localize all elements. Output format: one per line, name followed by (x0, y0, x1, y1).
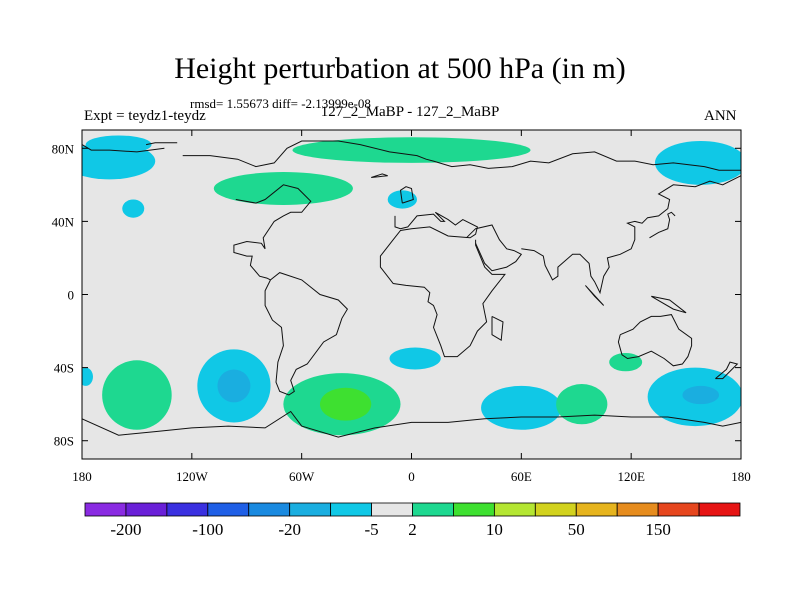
colorbar-label-3: -5 (364, 520, 378, 539)
experiment-label: Expt = teydz1-teydz (84, 108, 206, 124)
map-axes: 180 120W 60W 0 60E 120E 180 80N 40N 0 40S 80S (52, 130, 751, 484)
chart-title: Height perturbation at 500 hPa (in m) (174, 52, 626, 85)
perturbation-region-17 (682, 385, 720, 405)
colorbar-box-11 (534, 502, 577, 517)
case-label: 127_2_MaBP - 127_2_MaBP (320, 104, 500, 120)
colorbar-box-1 (125, 502, 168, 517)
y-tick-label-3: 40S (54, 361, 74, 376)
perturbation-region-15 (609, 352, 643, 372)
colorbar-box-2 (166, 502, 209, 517)
perturbation-region-11 (319, 387, 372, 421)
y-tick-label-4: 80S (54, 434, 74, 449)
colorbar-label-7: 150 (645, 520, 671, 539)
coastline-0 (82, 144, 165, 153)
colorbar: -200 -100 -20 -5 2 10 50 150 (84, 502, 741, 539)
perturbation-region-13 (481, 385, 562, 430)
coastline-10 (649, 211, 676, 239)
perturbation-region-9 (217, 369, 251, 403)
colorbar-label-6: 50 (568, 520, 585, 539)
coastline-2 (182, 140, 741, 171)
perturbation-region-5 (387, 190, 417, 209)
colorbar-label-1: -100 (192, 520, 223, 539)
coastline-16 (715, 361, 739, 380)
colorbar-box-13 (616, 502, 659, 517)
perturbation-region-7 (102, 360, 172, 430)
coastline-3 (233, 184, 312, 281)
stats-line: rmsd= 1.55673 diff= -2.13999e-08 (190, 96, 371, 111)
coastline-5 (379, 211, 506, 358)
coastline-8 (617, 314, 693, 367)
coastline-11 (399, 186, 414, 204)
season-label: ANN (704, 108, 737, 124)
perturbation-region-4 (213, 172, 353, 205)
perturbation-region-14 (556, 384, 608, 425)
colorbar-box-3 (207, 502, 250, 517)
x-tick-label-3: 0 (408, 469, 415, 484)
x-tick-label-0: 180 (72, 469, 92, 484)
coastline-4 (264, 272, 349, 396)
colorbar-box-0 (84, 502, 127, 517)
colorbar-box-6 (330, 502, 372, 517)
colorbar-box-10 (493, 502, 536, 517)
colorbar-box-7 (371, 502, 413, 517)
coastline-9 (82, 410, 741, 438)
colorbar-box-14 (657, 502, 700, 517)
coastline-12 (371, 173, 388, 178)
coastline-1 (146, 142, 178, 146)
y-tick-label-2: 0 (68, 288, 75, 303)
coastlines (82, 140, 741, 438)
perturbation-region-12 (389, 347, 441, 370)
perturbation-region-6 (654, 140, 741, 185)
colorbar-label-4: 2 (408, 520, 417, 539)
map-background (82, 130, 741, 459)
colorbar-box-8 (412, 502, 454, 517)
x-tick-label-6: 180 (731, 469, 751, 484)
x-tick-label-2: 60W (289, 469, 315, 484)
colorbar-box-4 (248, 502, 291, 517)
perturbation-region-18 (82, 367, 93, 386)
perturbation-region-1 (85, 135, 152, 154)
colorbar-box-15 (698, 502, 741, 517)
y-tick-label-1: 40N (52, 214, 75, 229)
x-tick-label-1: 120W (176, 469, 209, 484)
colorbar-label-5: 10 (486, 520, 503, 539)
coastline-14 (651, 295, 687, 314)
coastline-13 (585, 285, 605, 306)
perturbation-region-2 (122, 199, 145, 218)
colorbar-box-5 (289, 502, 332, 517)
colorbar-label-2: -20 (278, 520, 301, 539)
x-tick-label-5: 120E (617, 469, 645, 484)
colorbar-box-12 (575, 502, 618, 517)
colorbar-box-9 (453, 502, 495, 517)
colorbar-label-0: -200 (110, 520, 141, 539)
y-tick-label-0: 80N (52, 141, 75, 156)
perturbation-regions (82, 135, 741, 436)
coastline-6 (466, 224, 523, 272)
coastline-7 (521, 175, 741, 295)
coastline-15 (491, 315, 504, 342)
x-tick-label-4: 60E (511, 469, 532, 484)
